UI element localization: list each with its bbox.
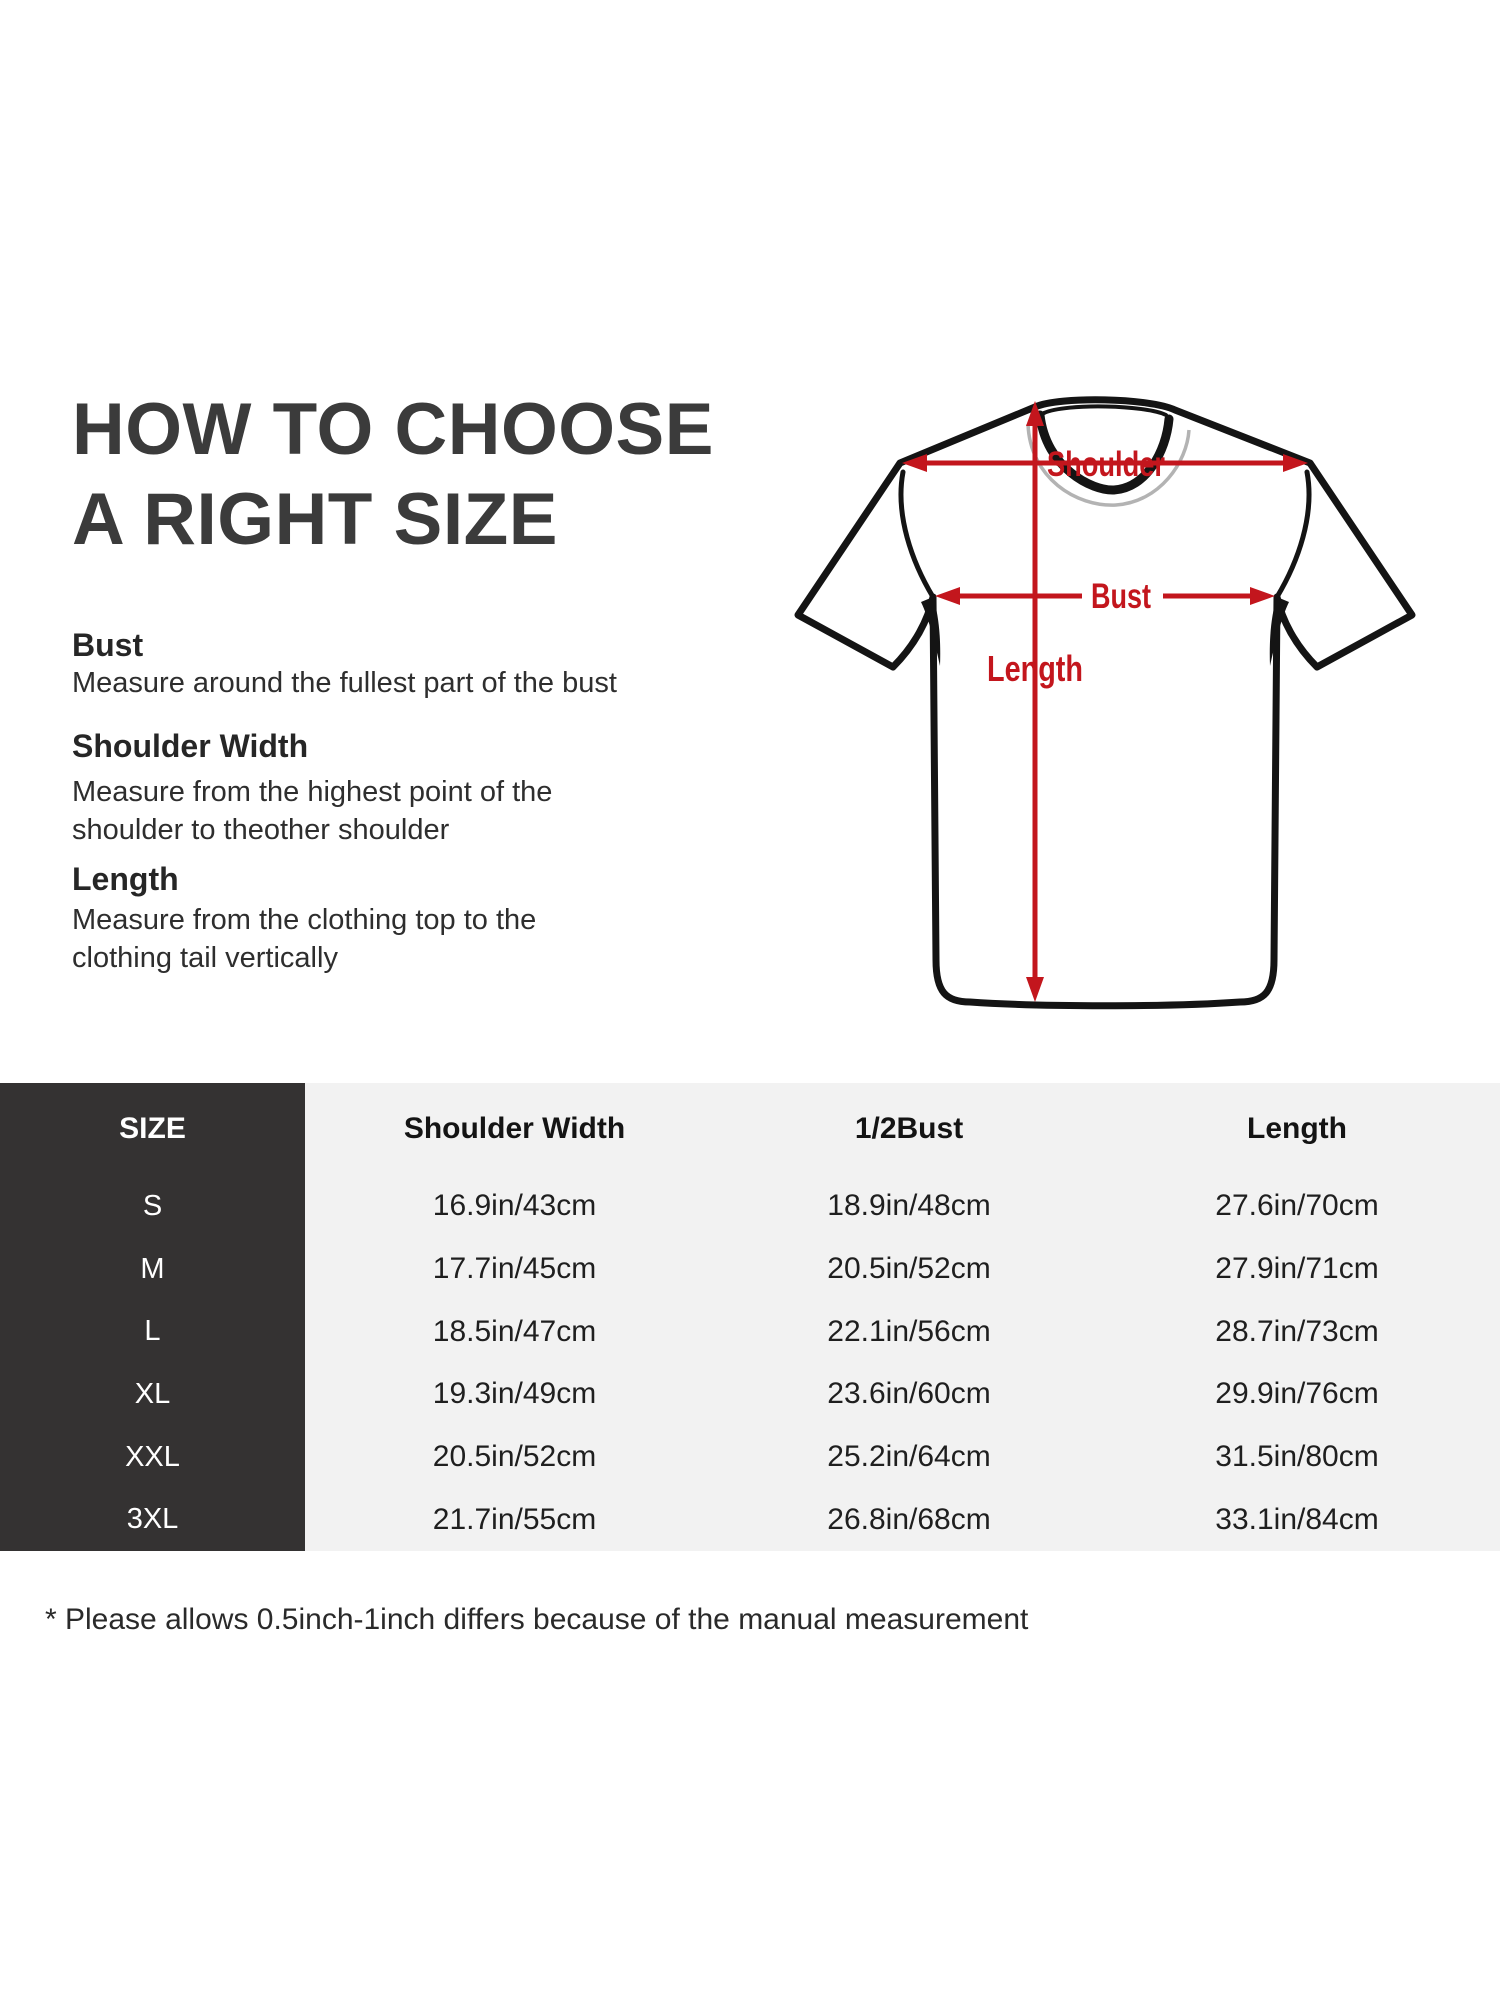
collar-band xyxy=(1042,404,1168,417)
table-cell: 19.3in/49cm xyxy=(432,1377,597,1411)
table-cell: 16.9in/43cm xyxy=(432,1189,597,1223)
page-title: HOW TO CHOOSE A RIGHT SIZE xyxy=(72,385,714,565)
arrowhead-right xyxy=(1283,454,1308,472)
instruction-line: clothing tail vertically xyxy=(72,942,338,974)
instruction-line: Measure from the highest point of the xyxy=(72,776,553,808)
instruction-line: Measure from the clothing top to the xyxy=(72,904,537,936)
arrowhead-left xyxy=(902,454,927,472)
table-cell: 18.5in/47cm xyxy=(432,1314,597,1348)
table-cell: 31.5in/80cm xyxy=(1215,1440,1379,1474)
sleeve-seam-right xyxy=(1274,469,1312,600)
table-cell: 21.7in/55cm xyxy=(432,1502,597,1536)
shoulder-arrow-label: Shoulder xyxy=(1047,445,1165,484)
table-cell: 17.7in/45cm xyxy=(432,1252,597,1286)
underarm-shadow-left xyxy=(921,597,941,666)
instruction-text-length: Measure from the clothing top to the clo… xyxy=(72,901,536,977)
table-cell: 27.9in/71cm xyxy=(1215,1252,1379,1286)
sleeve-seam-left xyxy=(898,469,936,600)
table-cell: 18.9in/48cm xyxy=(827,1189,991,1223)
page-title-line1: HOW TO CHOOSE xyxy=(72,389,714,470)
arrowhead-up xyxy=(1026,401,1044,426)
size-label: 3XL xyxy=(0,1488,305,1552)
col-header-shoulder: Shoulder Width xyxy=(403,1112,626,1145)
size-table: SIZE Shoulder Width 1/2Bust Length S 16.… xyxy=(0,1083,1500,1552)
table-cell: 26.8in/68cm xyxy=(827,1502,991,1536)
size-label: XXL xyxy=(0,1425,305,1489)
table-cell: 28.7in/73cm xyxy=(1215,1314,1379,1348)
measure-arrows xyxy=(912,412,1298,991)
size-label: M xyxy=(0,1237,305,1301)
instruction-line: shoulder to theother shoulder xyxy=(72,814,450,846)
table-cell: 20.5in/52cm xyxy=(827,1252,991,1286)
tshirt-outline xyxy=(794,396,1416,1010)
col-header-length: Length xyxy=(1247,1112,1347,1145)
table-cell: 29.9in/76cm xyxy=(1215,1377,1379,1411)
col-header-size: SIZE xyxy=(0,1083,305,1175)
arrowheads-and-labels: Shoulder Bust Length xyxy=(902,401,1308,1002)
measurement-note: * Please allows 0.5inch-1inch differs be… xyxy=(45,1603,1029,1636)
instruction-heading-bust: Bust xyxy=(72,627,144,663)
col-header-bust: 1/2Bust xyxy=(854,1112,964,1145)
table-cell: 27.6in/70cm xyxy=(1215,1189,1379,1223)
instruction-text-shoulder: Measure from the highest point of the sh… xyxy=(72,773,552,849)
size-label: XL xyxy=(0,1363,305,1426)
size-label: L xyxy=(0,1300,305,1364)
instruction-heading-length: Length xyxy=(72,861,179,897)
page-title-line2: A RIGHT SIZE xyxy=(72,479,558,560)
table-cell: 20.5in/52cm xyxy=(432,1440,597,1474)
table-cell: 25.2in/64cm xyxy=(827,1440,991,1474)
size-label: S xyxy=(0,1175,305,1238)
instruction-text-bust: Measure around the fullest part of the b… xyxy=(72,664,617,702)
bust-arrow-label: Bust xyxy=(1091,577,1151,616)
collar-front xyxy=(1035,410,1174,495)
underarm-shadow-right xyxy=(1269,597,1289,666)
instruction-heading-shoulder: Shoulder Width xyxy=(72,728,309,764)
table-cell: 22.1in/56cm xyxy=(827,1314,991,1348)
arrowhead-bust-right xyxy=(1250,587,1275,605)
table-cell: 23.6in/60cm xyxy=(827,1377,991,1411)
length-arrow-label: Length xyxy=(987,648,1083,689)
arrowhead-bust-left xyxy=(935,587,960,605)
instruction-line: Measure around the fullest part of the b… xyxy=(72,667,617,699)
table-cell: 33.1in/84cm xyxy=(1215,1502,1379,1536)
tshirt-diagram: Shoulder Bust Length xyxy=(794,396,1416,1010)
arrowhead-down xyxy=(1026,977,1044,1002)
